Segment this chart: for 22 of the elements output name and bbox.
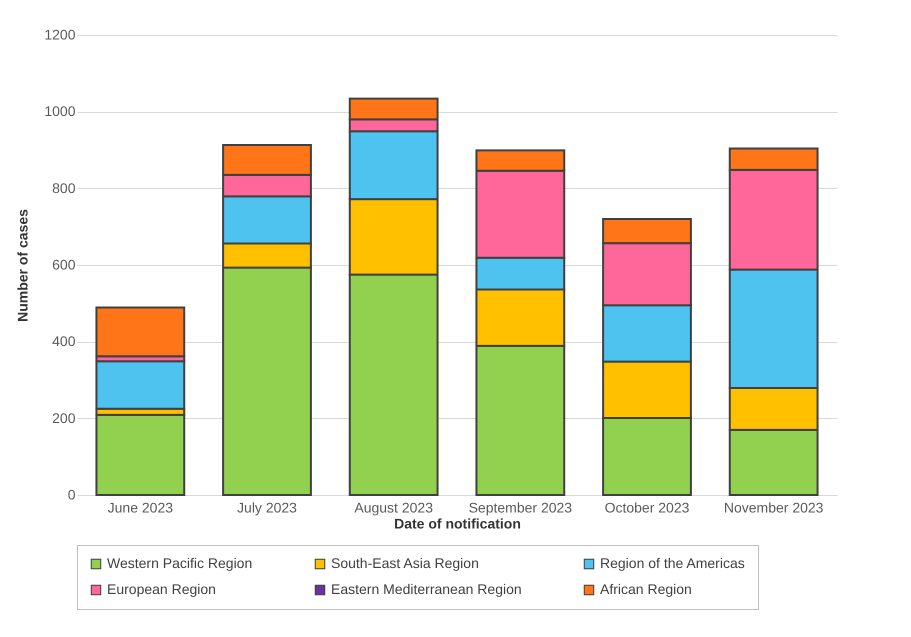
y-tick-label: 0 [68, 486, 76, 502]
legend-label: South-East Asia Region [331, 555, 479, 571]
x-tick-label: July 2023 [237, 500, 298, 516]
x-tick-label: June 2023 [108, 500, 174, 516]
y-tick-label: 1200 [44, 26, 76, 42]
legend-label: European Region [107, 581, 216, 597]
legend-label: Eastern Mediterranean Region [331, 581, 522, 597]
y-tick-label: 600 [52, 256, 76, 272]
legend-label: African Region [600, 581, 692, 597]
legend-label: Region of the Americas [600, 555, 745, 571]
y-tick-label: 1000 [44, 103, 76, 120]
x-axis-title: Date of notification [394, 516, 521, 532]
x-tick-label: August 2023 [354, 500, 434, 516]
bar [95, 414, 186, 496]
x-tick-label: September 2023 [468, 500, 572, 516]
x-tick-label: November 2023 [724, 500, 824, 516]
y-tick-label: 400 [52, 333, 76, 350]
y-tick-label: 800 [52, 180, 76, 196]
y-tick-label: 200 [52, 410, 76, 426]
x-tick-label: October 2023 [604, 500, 690, 516]
legend-label: Western Pacific Region [107, 555, 252, 571]
y-axis-title: Number of cases [14, 208, 30, 322]
